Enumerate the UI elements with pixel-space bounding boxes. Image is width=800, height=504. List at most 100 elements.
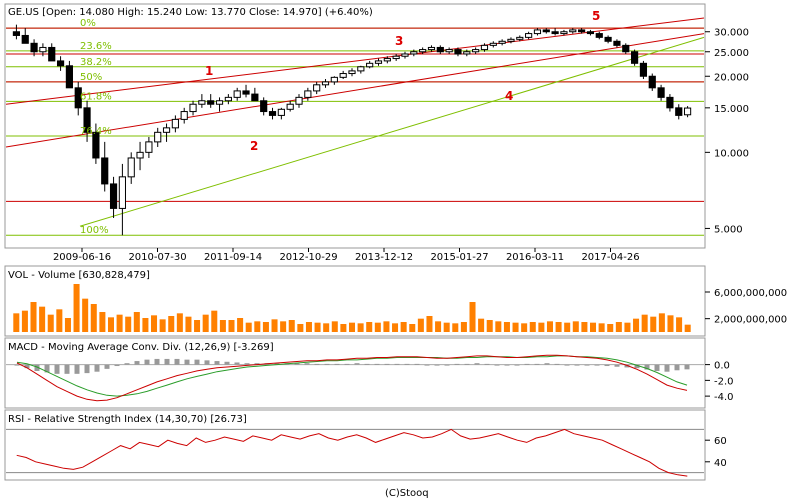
candle-body: [666, 96, 674, 109]
candle-body: [56, 60, 65, 67]
volume-bar: [185, 316, 192, 332]
price-ytick-label: 30.000: [714, 28, 749, 39]
candle-body: [533, 29, 542, 35]
macd-histogram-bar: [74, 364, 80, 374]
volume-bar: [469, 302, 476, 332]
rsi-panel-frame: [4, 409, 706, 481]
candle-body: [578, 29, 586, 33]
fib-level-label: 100%: [80, 225, 109, 236]
volume-bar: [572, 321, 579, 332]
candle-body: [463, 51, 471, 55]
macd-histogram-bar: [564, 364, 570, 366]
candle-body: [268, 111, 277, 116]
volume-bar: [228, 320, 235, 332]
macd-histogram-bar: [54, 364, 60, 374]
candle-body: [83, 107, 91, 133]
volume-bar: [435, 321, 442, 332]
volume-bar: [254, 321, 261, 332]
volume-bar: [116, 314, 123, 332]
candle-body: [286, 103, 294, 110]
candle-body: [215, 100, 224, 105]
price-xtick-label: 2010-07-30: [128, 252, 186, 263]
macd-histogram-bar: [354, 363, 360, 365]
price-panel-title: GE.US [Open: 14.080 High: 15.240 Low: 13…: [8, 7, 373, 18]
candle-body: [622, 44, 630, 53]
candle-body: [12, 31, 21, 36]
volume-bar: [383, 321, 390, 332]
volume-bar: [676, 317, 683, 332]
volume-bar: [314, 322, 321, 332]
candle-body: [118, 176, 126, 209]
candle-body: [251, 93, 259, 102]
wave-label: 2: [250, 139, 258, 153]
candle-body: [189, 103, 197, 113]
volume-bar: [30, 302, 37, 332]
macd-histogram-bar: [304, 363, 310, 365]
macd-histogram-bar: [114, 364, 120, 367]
macd-histogram-bar: [614, 364, 620, 367]
volume-bar: [684, 324, 691, 332]
volume-bar: [564, 322, 571, 332]
volume-bar: [133, 312, 140, 332]
macd-histogram-bar: [214, 361, 220, 365]
macd-histogram-bar: [294, 363, 300, 365]
volume-bar: [142, 318, 149, 332]
candle-body: [586, 31, 595, 35]
price-ytick-label: 5.000: [714, 224, 743, 235]
candle-body: [392, 55, 400, 60]
volume-bar: [590, 322, 597, 332]
candle-body: [445, 49, 453, 53]
volume-bar: [512, 322, 519, 332]
candle-body: [127, 157, 135, 178]
volume-bar: [288, 320, 295, 332]
volume-bar: [13, 313, 20, 332]
candle-body: [136, 151, 144, 159]
volume-bar: [245, 322, 252, 332]
macd-histogram-bar: [464, 363, 470, 365]
volume-bar: [340, 324, 347, 332]
macd-histogram-bar: [414, 363, 420, 365]
source-credit: (C)Stooq: [385, 488, 429, 499]
candle-body: [683, 107, 692, 116]
volume-bar: [607, 324, 614, 332]
candle-body: [436, 46, 444, 53]
macd-histogram-bar: [454, 363, 460, 365]
candle-body: [648, 75, 656, 89]
wave-label: 5: [592, 9, 600, 23]
candle-body: [454, 49, 462, 55]
candle-body: [427, 46, 436, 51]
volume-bar: [486, 320, 493, 332]
macd-histogram-bar: [574, 364, 580, 366]
macd-histogram-bar: [634, 364, 640, 369]
macd-histogram-bar: [94, 364, 100, 372]
macd-histogram-bar: [44, 364, 50, 373]
volume-bar: [357, 323, 364, 332]
candle-body: [348, 70, 356, 75]
macd-histogram-bar: [204, 360, 210, 365]
volume-bar: [202, 314, 209, 332]
candle-body: [313, 84, 321, 92]
volume-bar: [495, 321, 502, 332]
volume-bar: [667, 315, 674, 332]
volume-bar: [237, 318, 244, 332]
volume-bar: [624, 322, 631, 332]
candle-body: [295, 96, 303, 105]
price-xtick-label: 2015-01-27: [430, 252, 488, 263]
candle-body: [180, 111, 188, 120]
macd-histogram-bar: [184, 359, 190, 365]
volume-bar: [521, 323, 528, 332]
volume-bar: [56, 309, 63, 332]
candle-body: [357, 66, 365, 72]
macd-histogram-bar: [84, 364, 90, 374]
volume-bar: [478, 318, 485, 332]
support-trend-line: [79, 36, 705, 227]
macd-line: [16, 354, 688, 402]
macd-histogram-bar: [374, 363, 380, 365]
candle-body: [639, 62, 648, 77]
fib-level-label: 61.8%: [80, 91, 112, 102]
candle-body: [260, 100, 268, 113]
price-ytick-label: 20.000: [714, 72, 749, 83]
price-xtick-label: 2017-04-26: [581, 252, 639, 263]
candle-body: [631, 51, 639, 64]
